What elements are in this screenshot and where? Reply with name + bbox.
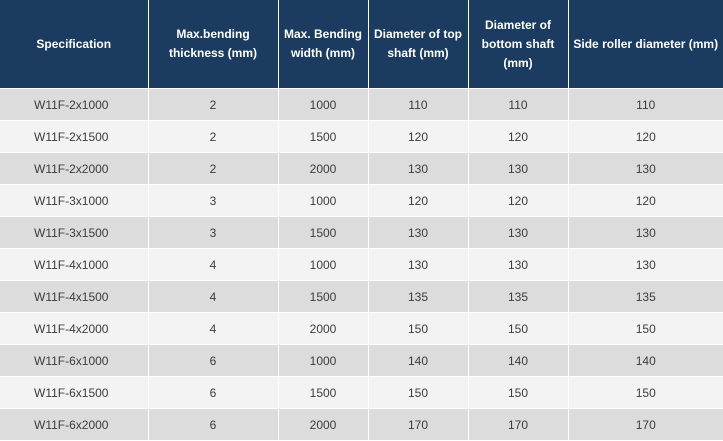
side-roller-cell: 150 bbox=[567, 312, 723, 345]
bottom-shaft-cell: 120 bbox=[467, 184, 569, 217]
thickness-cell: 6 bbox=[147, 408, 279, 441]
bottom-shaft-cell: 110 bbox=[467, 88, 569, 121]
header-specification: Specification bbox=[0, 0, 149, 89]
top-shaft-cell: 135 bbox=[367, 280, 469, 313]
bottom-shaft-cell: 130 bbox=[467, 152, 569, 185]
width-cell: 2000 bbox=[277, 152, 369, 185]
spec-cell: W11F-4x1000 bbox=[0, 248, 149, 281]
table-row: W11F-6x1500 6 1500 150 150 150 bbox=[0, 376, 723, 409]
side-roller-cell: 170 bbox=[567, 408, 723, 441]
top-shaft-cell: 130 bbox=[367, 248, 469, 281]
top-shaft-cell: 120 bbox=[367, 184, 469, 217]
width-cell: 1500 bbox=[277, 376, 369, 409]
spec-cell: W11F-6x1500 bbox=[0, 376, 149, 409]
side-roller-cell: 130 bbox=[567, 216, 723, 249]
thickness-cell: 3 bbox=[147, 216, 279, 249]
table-row: W11F-4x1000 4 1000 130 130 130 bbox=[0, 248, 723, 281]
top-shaft-cell: 130 bbox=[367, 152, 469, 185]
table-row: W11F-2x1000 2 1000 110 110 110 bbox=[0, 88, 723, 121]
table-row: W11F-2x1500 2 1500 120 120 120 bbox=[0, 120, 723, 153]
thickness-cell: 4 bbox=[147, 280, 279, 313]
thickness-cell: 2 bbox=[147, 120, 279, 153]
side-roller-cell: 130 bbox=[567, 248, 723, 281]
width-cell: 1500 bbox=[277, 120, 369, 153]
table-row: W11F-3x1000 3 1000 120 120 120 bbox=[0, 184, 723, 217]
header-row: Specification Max.bending thickness (mm)… bbox=[0, 0, 723, 89]
bottom-shaft-cell: 150 bbox=[467, 376, 569, 409]
width-cell: 2000 bbox=[277, 312, 369, 345]
thickness-cell: 6 bbox=[147, 376, 279, 409]
width-cell: 1000 bbox=[277, 344, 369, 377]
table-row: W11F-3x1500 3 1500 130 130 130 bbox=[0, 216, 723, 249]
spec-cell: W11F-6x1000 bbox=[0, 344, 149, 377]
top-shaft-cell: 120 bbox=[367, 120, 469, 153]
header-max-bending-thickness: Max.bending thickness (mm) bbox=[147, 0, 279, 89]
side-roller-cell: 110 bbox=[567, 88, 723, 121]
width-cell: 1000 bbox=[277, 248, 369, 281]
thickness-cell: 2 bbox=[147, 152, 279, 185]
width-cell: 1000 bbox=[277, 184, 369, 217]
bottom-shaft-cell: 135 bbox=[467, 280, 569, 313]
top-shaft-cell: 140 bbox=[367, 344, 469, 377]
spec-cell: W11F-2x2000 bbox=[0, 152, 149, 185]
thickness-cell: 4 bbox=[147, 312, 279, 345]
spec-cell: W11F-3x1500 bbox=[0, 216, 149, 249]
thickness-cell: 2 bbox=[147, 88, 279, 121]
spec-cell: W11F-2x1000 bbox=[0, 88, 149, 121]
side-roller-cell: 120 bbox=[567, 120, 723, 153]
bottom-shaft-cell: 130 bbox=[467, 216, 569, 249]
thickness-cell: 4 bbox=[147, 248, 279, 281]
header-max-bending-width: Max. Bending width (mm) bbox=[277, 0, 369, 89]
width-cell: 1500 bbox=[277, 280, 369, 313]
thickness-cell: 3 bbox=[147, 184, 279, 217]
width-cell: 1500 bbox=[277, 216, 369, 249]
spec-cell: W11F-6x2000 bbox=[0, 408, 149, 441]
table-row: W11F-6x1000 6 1000 140 140 140 bbox=[0, 344, 723, 377]
side-roller-cell: 140 bbox=[567, 344, 723, 377]
width-cell: 1000 bbox=[277, 88, 369, 121]
side-roller-cell: 150 bbox=[567, 376, 723, 409]
side-roller-cell: 130 bbox=[567, 152, 723, 185]
header-side-roller-diameter: Side roller diameter (mm) bbox=[567, 0, 723, 89]
table-row: W11F-6x2000 6 2000 170 170 170 bbox=[0, 408, 723, 441]
width-cell: 2000 bbox=[277, 408, 369, 441]
bottom-shaft-cell: 120 bbox=[467, 120, 569, 153]
bottom-shaft-cell: 150 bbox=[467, 312, 569, 345]
top-shaft-cell: 150 bbox=[367, 312, 469, 345]
table-body: W11F-2x1000 2 1000 110 110 110 W11F-2x1500 2 150… bbox=[0, 88, 723, 441]
table-row: W11F-4x1500 4 1500 135 135 135 bbox=[0, 280, 723, 313]
bottom-shaft-cell: 170 bbox=[467, 408, 569, 441]
spec-cell: W11F-4x1500 bbox=[0, 280, 149, 313]
thickness-cell: 6 bbox=[147, 344, 279, 377]
header-bottom-shaft-diameter: Diameter of bottom shaft (mm) bbox=[467, 0, 569, 89]
header-top-shaft-diameter: Diameter of top shaft (mm) bbox=[367, 0, 469, 89]
spec-cell: W11F-2x1500 bbox=[0, 120, 149, 153]
side-roller-cell: 120 bbox=[567, 184, 723, 217]
side-roller-cell: 135 bbox=[567, 280, 723, 313]
top-shaft-cell: 170 bbox=[367, 408, 469, 441]
bottom-shaft-cell: 140 bbox=[467, 344, 569, 377]
top-shaft-cell: 130 bbox=[367, 216, 469, 249]
spec-cell: W11F-4x2000 bbox=[0, 312, 149, 345]
top-shaft-cell: 110 bbox=[367, 88, 469, 121]
table-row: W11F-4x2000 4 2000 150 150 150 bbox=[0, 312, 723, 345]
spec-cell: W11F-3x1000 bbox=[0, 184, 149, 217]
top-shaft-cell: 150 bbox=[367, 376, 469, 409]
bottom-shaft-cell: 130 bbox=[467, 248, 569, 281]
table-row: W11F-2x2000 2 2000 130 130 130 bbox=[0, 152, 723, 185]
